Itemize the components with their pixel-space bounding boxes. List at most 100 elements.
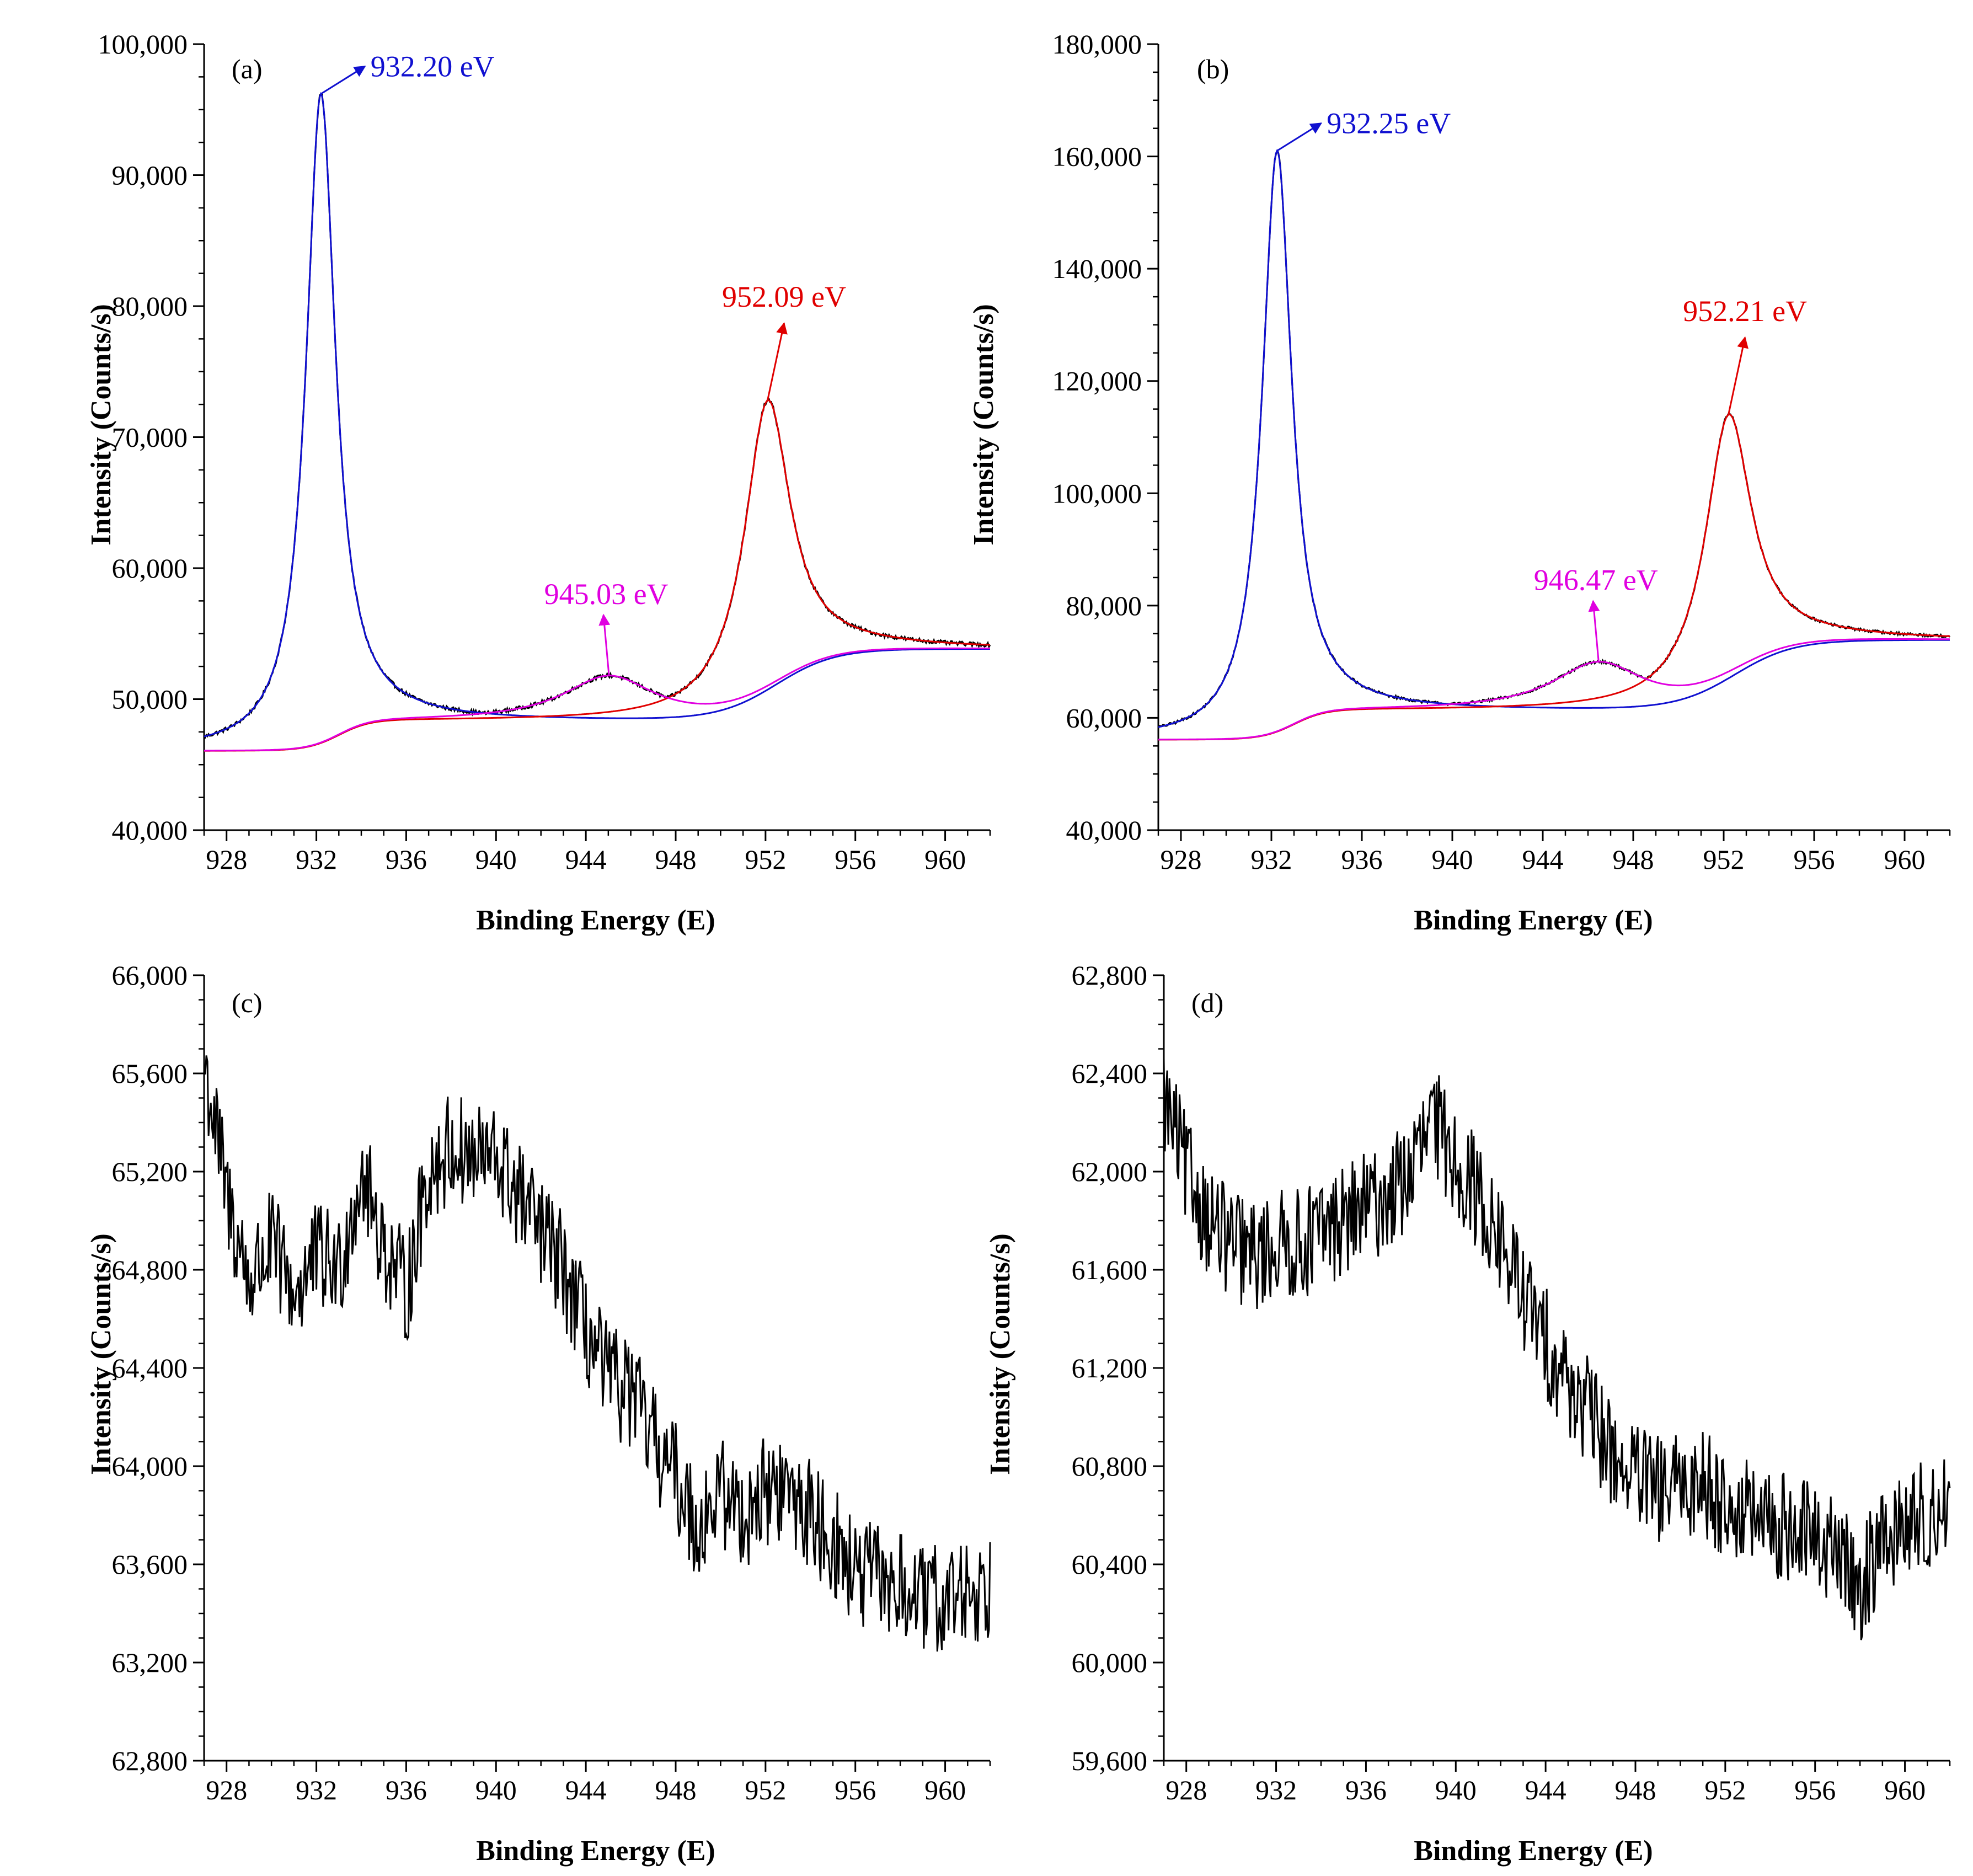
x-tick-label: 952	[1704, 1775, 1746, 1805]
y-tick-label: 60,800	[1072, 1451, 1148, 1482]
peak-annotation-label: 945.03 eV	[544, 578, 669, 611]
x-tick-label: 944	[565, 1775, 607, 1805]
x-tick-label: 932	[1251, 844, 1292, 875]
raw-spectrum-line	[1163, 1058, 1951, 1640]
x-tick-label: 952	[745, 1775, 786, 1805]
y-tick-label: 59,600	[1072, 1745, 1148, 1776]
peak-annotation-label: 952.09 eV	[722, 280, 846, 313]
y-tick-label: 100,000	[98, 29, 188, 60]
y-tick-label: 40,000	[112, 815, 188, 846]
annotation-arrow	[320, 65, 366, 95]
annotation-arrow	[1588, 600, 1600, 662]
y-tick-label: 160,000	[1052, 141, 1142, 172]
x-tick-label: 936	[386, 1775, 427, 1805]
x-tick-label: 932	[1255, 1775, 1297, 1805]
x-tick-label: 956	[1794, 844, 1835, 875]
x-tick-label: 952	[1703, 844, 1745, 875]
y-axis-title: Intensity (Counts/s)	[985, 1233, 1016, 1475]
x-tick-label: 956	[835, 844, 876, 875]
y-tick-label: 64,400	[112, 1353, 188, 1383]
fit-component-line	[204, 92, 990, 737]
y-tick-label: 180,000	[1052, 29, 1142, 60]
y-tick-label: 100,000	[1052, 478, 1142, 509]
y-tick-label: 61,600	[1072, 1254, 1148, 1285]
y-tick-label: 40,000	[1066, 815, 1142, 846]
y-tick-label: 90,000	[112, 160, 188, 191]
x-axis-title: Binding Energy (E)	[476, 1835, 715, 1867]
y-tick-label: 120,000	[1052, 366, 1142, 397]
x-tick-label: 940	[475, 1775, 517, 1805]
panel-label: (b)	[1197, 54, 1229, 84]
y-tick-label: 63,600	[112, 1549, 188, 1580]
x-tick-label: 948	[1615, 1775, 1656, 1805]
fit-component-line	[1158, 638, 1950, 741]
x-tick-label: 956	[835, 1775, 876, 1805]
x-tick-label: 928	[206, 1775, 247, 1805]
x-axis-title: Binding Energy (E)	[1414, 1835, 1653, 1867]
y-tick-label: 62,400	[1072, 1058, 1148, 1089]
x-tick-label: 952	[745, 844, 786, 875]
y-tick-label: 80,000	[1066, 590, 1142, 621]
x-tick-label: 960	[924, 844, 966, 875]
peak-annotation-label: 946.47 eV	[1534, 564, 1658, 597]
annotation-arrow	[1276, 122, 1323, 152]
y-tick-label: 60,000	[1072, 1647, 1148, 1678]
x-tick-label: 960	[1884, 844, 1926, 875]
y-axis-title: Intensity (Counts/s)	[85, 1233, 117, 1475]
y-tick-label: 62,000	[1072, 1156, 1148, 1187]
x-tick-label: 928	[1165, 1775, 1207, 1805]
x-tick-label: 944	[1522, 844, 1564, 875]
x-tick-label: 940	[475, 844, 517, 875]
panel-a: Intensity (Counts/s) Binding Energy (E) …	[85, 29, 991, 936]
panel-d: Intensity (Counts/s) Binding Energy (E) …	[985, 960, 1951, 1867]
panel-label: (d)	[1191, 987, 1223, 1018]
x-axis-title: Binding Energy (E)	[476, 905, 715, 936]
peak-annotation-label: 932.25 eV	[1327, 106, 1451, 140]
annotation-arrow	[598, 613, 611, 676]
y-tick-label: 140,000	[1052, 253, 1142, 284]
fit-component-line	[1158, 149, 1950, 728]
x-tick-label: 960	[1884, 1775, 1926, 1805]
annotation-arrow	[1728, 336, 1749, 415]
x-tick-label: 936	[1345, 1775, 1387, 1805]
y-tick-label: 64,000	[112, 1451, 188, 1482]
y-tick-label: 64,800	[112, 1254, 188, 1285]
x-tick-label: 948	[655, 844, 697, 875]
x-tick-label: 940	[1435, 1775, 1477, 1805]
panel-label: (a)	[232, 54, 263, 84]
fit-component-line	[204, 647, 990, 752]
panel-label: (c)	[232, 987, 263, 1018]
panel-b: Intensity (Counts/s) Binding Energy (E) …	[968, 29, 1951, 936]
y-tick-label: 50,000	[112, 684, 188, 715]
x-tick-label: 936	[1341, 844, 1383, 875]
x-tick-label: 956	[1794, 1775, 1836, 1805]
x-tick-label: 936	[386, 844, 427, 875]
x-tick-label: 948	[655, 1775, 697, 1805]
peak-annotation-label: 932.20 eV	[371, 50, 495, 83]
raw-spectrum-line	[203, 1055, 991, 1652]
x-tick-label: 928	[1161, 844, 1202, 875]
x-tick-label: 940	[1432, 844, 1473, 875]
x-tick-label: 944	[1525, 1775, 1566, 1805]
x-tick-label: 944	[565, 844, 607, 875]
y-axis-title: Intensity (Counts/s)	[968, 304, 999, 546]
y-tick-label: 62,800	[112, 1745, 188, 1776]
x-tick-label: 932	[296, 844, 337, 875]
x-tick-label: 960	[924, 1775, 966, 1805]
x-tick-label: 932	[296, 1775, 337, 1805]
y-tick-label: 60,400	[1072, 1549, 1148, 1580]
y-tick-label: 65,200	[112, 1156, 188, 1187]
peak-annotation-label: 952.21 eV	[1683, 295, 1807, 328]
y-tick-label: 62,800	[1072, 960, 1148, 991]
y-tick-label: 66,000	[112, 960, 188, 991]
y-tick-label: 61,200	[1072, 1353, 1148, 1383]
y-tick-label: 63,200	[112, 1647, 188, 1678]
annotation-arrow	[767, 322, 788, 401]
y-tick-label: 70,000	[112, 422, 188, 453]
x-tick-label: 928	[206, 844, 247, 875]
y-tick-label: 60,000	[112, 553, 188, 584]
y-axis-title: Intensity (Counts/s)	[85, 304, 117, 546]
y-tick-label: 65,600	[112, 1058, 188, 1089]
x-tick-label: 948	[1613, 844, 1654, 875]
